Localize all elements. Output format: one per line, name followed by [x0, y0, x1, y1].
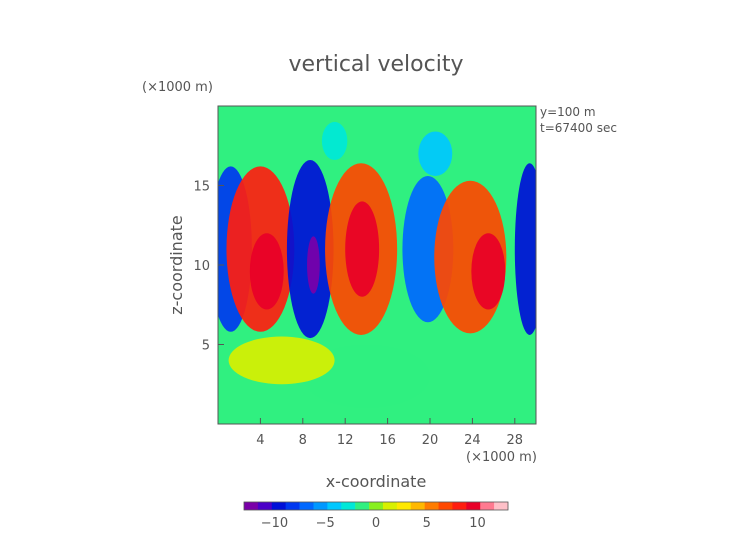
colorbar-segment	[327, 502, 342, 510]
colorbar-segment	[396, 502, 412, 510]
colorbar-segment	[480, 502, 495, 510]
chart-title: vertical velocity	[288, 52, 463, 77]
colorbar-frame	[243, 501, 509, 511]
colorbar-tick-label: 0	[372, 516, 380, 531]
velocity-field	[218, 121, 536, 409]
velocity-cell	[514, 163, 536, 335]
velocity-cell	[228, 336, 335, 385]
x-tick-label: 28	[507, 433, 524, 448]
colorbar-segment	[271, 502, 286, 510]
x-tick-label: 4	[256, 433, 264, 448]
colorbar-segment	[382, 502, 398, 510]
velocity-cell	[321, 121, 348, 161]
y-tick-label: 5	[202, 339, 210, 354]
velocity-cell	[249, 233, 284, 310]
colorbar-tick-label: −5	[316, 516, 335, 531]
y-tick-label: 15	[193, 180, 210, 195]
colorbar-segment	[424, 502, 439, 510]
colorbar-segment	[257, 502, 273, 510]
colorbar-tick-label: −10	[261, 516, 288, 531]
x-tick-label: 24	[464, 433, 481, 448]
colorbar-segment	[410, 502, 425, 510]
colorbar-segment	[285, 502, 300, 510]
x-axis-label: x-coordinate	[326, 472, 427, 491]
x-tick-label: 12	[337, 433, 354, 448]
x-tick-label: 16	[379, 433, 396, 448]
x-tick-label: 20	[422, 433, 439, 448]
colorbar-segment	[355, 502, 370, 510]
velocity-cell	[307, 236, 320, 294]
colorbar-segment	[452, 502, 467, 510]
colorbar-segment	[341, 502, 356, 510]
colorbar-segment	[244, 502, 259, 510]
colorbar-segment	[313, 502, 328, 510]
velocity-cell	[418, 131, 453, 176]
colorbar-tick-label: 10	[469, 516, 486, 531]
colorbar-ticks: −10 −5 0 5 10	[261, 516, 486, 531]
colorbar-segment	[494, 502, 509, 510]
annotation-y: y=100 m	[540, 105, 596, 119]
x-tick-label: 8	[299, 433, 307, 448]
plot-area	[218, 106, 536, 424]
velocity-cell	[345, 201, 380, 297]
x-axis-ticks: 4 8 12 16 20 24 28	[256, 418, 523, 448]
x-unit-label: (×1000 m)	[466, 450, 537, 465]
annotation-time: t=67400 sec	[540, 121, 617, 135]
velocity-cell	[471, 233, 506, 310]
colorbar	[243, 501, 509, 511]
colorbar-tick-label: 5	[423, 516, 431, 531]
y-unit-label: (×1000 m)	[142, 80, 213, 95]
colorbar-segment	[438, 502, 453, 510]
colorbar-segment	[299, 502, 314, 510]
y-axis-label: z-coordinate	[167, 215, 186, 315]
y-tick-label: 10	[193, 259, 210, 274]
y-axis-ticks: 5 10 15	[193, 180, 224, 354]
colorbar-segment	[466, 502, 481, 510]
colorbar-segment	[369, 502, 384, 510]
